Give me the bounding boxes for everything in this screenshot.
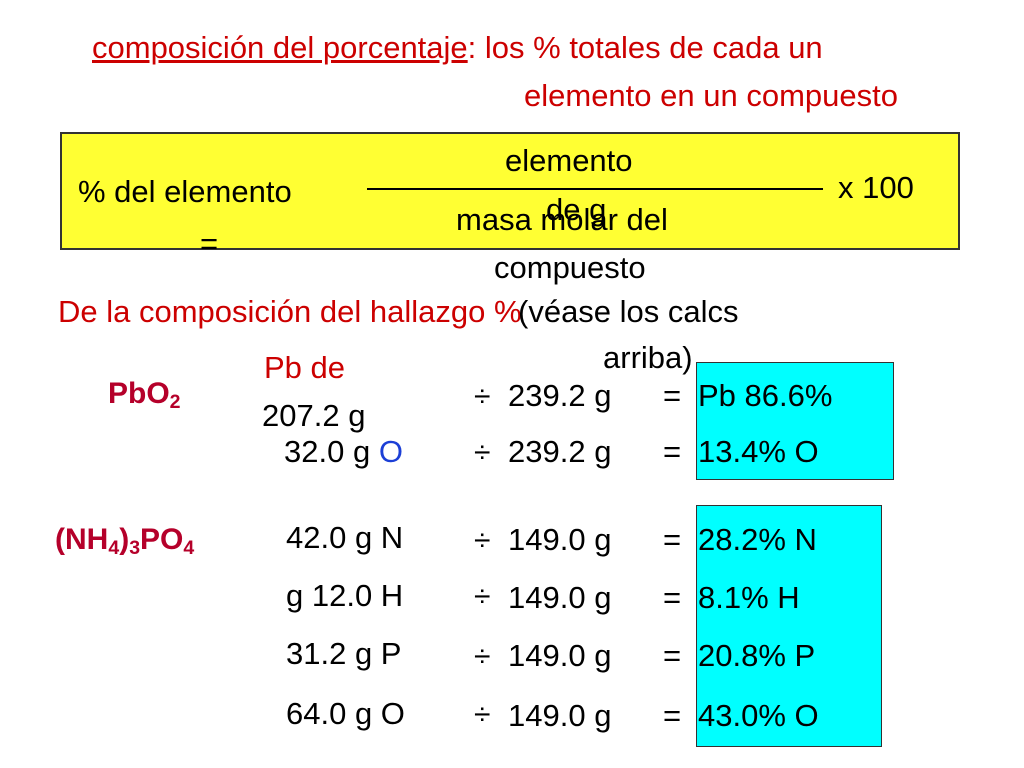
element-o: O <box>378 434 403 469</box>
formula-denominator: masa molar del <box>456 202 668 237</box>
divisor: 149.0 g <box>508 638 612 673</box>
title-definition: : los % totales de cada un <box>467 30 823 65</box>
equals-sign: = <box>663 434 682 469</box>
compound-pbo2: PbO2 <box>108 377 181 413</box>
divisor: 239.2 g <box>508 378 612 413</box>
mass-n: 42.0 g N <box>286 520 404 555</box>
fraction-line <box>367 188 823 190</box>
division-sign: ÷ <box>474 580 491 613</box>
formula-denominator-2: compuesto <box>494 250 646 285</box>
divisor: 149.0 g <box>508 698 612 733</box>
equals-sign: = <box>663 698 682 733</box>
section-note: (véase los calcs <box>518 294 739 329</box>
equals-sign: = <box>663 638 682 673</box>
formula-numerator-unit: de g <box>546 192 607 227</box>
result-o: 13.4% O <box>698 434 819 469</box>
formula-equals: = <box>200 226 219 261</box>
mass-o: 32.0 g O <box>284 434 403 469</box>
division-sign: ÷ <box>474 698 491 731</box>
mass-pb-value: 207.2 g <box>262 398 366 433</box>
result-p: 20.8% P <box>698 638 816 673</box>
equals-sign: = <box>663 580 682 615</box>
section-note-2: arriba) <box>603 340 693 375</box>
result-pb: Pb 86.6% <box>698 378 833 413</box>
compound-nh4-3-po4: (NH4)3PO4 <box>55 523 195 559</box>
mass-h: g 12.0 H <box>286 578 404 613</box>
mass-pb: Pb de <box>264 350 346 385</box>
formula-numerator: elemento <box>505 143 633 178</box>
division-sign: ÷ <box>474 640 491 673</box>
divisor: 239.2 g <box>508 434 612 469</box>
title-line: composición del porcentaje: los % totale… <box>92 30 823 66</box>
equals-sign: = <box>663 522 682 557</box>
divisor: 149.0 g <box>508 522 612 557</box>
title-term: composición del porcentaje <box>92 30 468 65</box>
mass-o-2: 64.0 g O <box>286 696 405 731</box>
formula-multiplier: x 100 <box>838 170 914 205</box>
section-heading: De la composición del hallazgo % <box>58 294 522 329</box>
formula-lhs: % del elemento <box>78 174 292 209</box>
division-sign: ÷ <box>474 524 491 557</box>
title-definition-line-2: elemento en un compuesto <box>524 78 898 113</box>
divisor: 149.0 g <box>508 580 612 615</box>
result-box-nh4po4 <box>696 505 882 747</box>
formula-box <box>60 132 960 250</box>
result-n: 28.2% N <box>698 522 817 557</box>
result-h: 8.1% H <box>698 580 800 615</box>
division-sign: ÷ <box>474 380 491 413</box>
division-sign: ÷ <box>474 436 491 469</box>
result-box-pbo2 <box>696 362 894 480</box>
mass-p: 31.2 g P <box>286 636 402 671</box>
equals-sign: = <box>663 378 682 413</box>
result-o-2: 43.0% O <box>698 698 819 733</box>
